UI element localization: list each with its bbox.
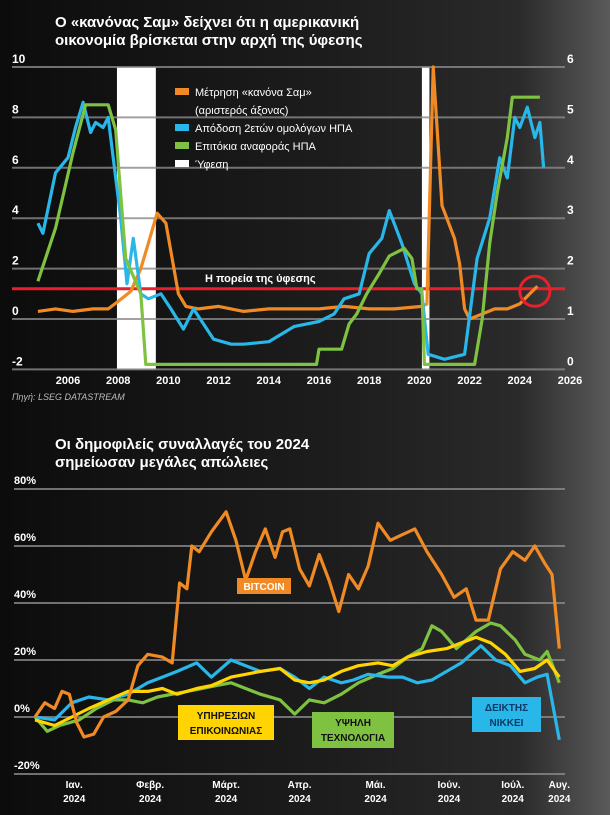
x-axis-tick-month: Φεβρ. (136, 780, 164, 791)
left-axis-tick-label: 6 (12, 153, 19, 167)
series-label-box-bitcoin (237, 578, 291, 594)
chart1-title-line1: Ο «κανόνας Σαμ» δείχνει ότι η αμερικανικ… (55, 14, 360, 31)
right-axis-tick-label: 2 (567, 254, 574, 268)
x-axis-tick-label: 2014 (257, 375, 282, 387)
x-axis-tick-year: 2024 (438, 794, 461, 805)
x-axis-tick-label: 2020 (407, 375, 431, 387)
series-label-communication-services: ΥΠΗΡΕΣΙΩΝ (197, 711, 255, 722)
legend-swatch (175, 124, 189, 131)
x-axis-tick-month: Αυγ. (549, 780, 571, 791)
x-axis-tick-month: Ιούλ. (501, 780, 524, 791)
y-axis-tick-label: 40% (14, 589, 36, 601)
x-axis-tick-month: Μάι. (366, 780, 386, 791)
x-axis-tick-year: 2024 (139, 794, 162, 805)
left-axis-tick-label: 4 (12, 203, 19, 217)
chart2-title-line1: Οι δημοφιλείς συναλλαγές του 2024 (55, 436, 310, 453)
chart2-title-line2: σημείωσαν μεγάλες απώλειες (55, 454, 269, 471)
legend-swatch (175, 142, 189, 149)
y-axis-tick-label: -20% (14, 760, 40, 772)
left-axis-tick-label: 0 (12, 304, 19, 318)
x-axis-tick-label: 2012 (206, 375, 230, 387)
series-label-nikkei: ΝΙΚΚΕΙ (490, 718, 524, 729)
y-axis-tick-label: 0% (14, 703, 30, 715)
series-label-nikkei: ΔΕΙΚΤΗΣ (485, 703, 528, 714)
legend-swatch (175, 160, 189, 167)
right-axis-tick-label: 6 (567, 52, 574, 66)
chart1-title-line2: οικονομία βρίσκεται στην αρχή της ύφεσης (55, 32, 363, 49)
x-axis-tick-label: 2010 (156, 375, 180, 387)
x-axis-tick-label: 2006 (56, 375, 80, 387)
series-label-high-tech: ΥΨΗΛΗ (335, 718, 371, 729)
y-axis-tick-label: 20% (14, 646, 36, 658)
chart1-source: Πηγή: LSEG DATASTREAM (12, 392, 125, 402)
series-label-box-nikkei (472, 697, 541, 732)
x-axis-tick-label: 2018 (357, 375, 381, 387)
legend-label: Μέτρηση «κανόνα Σαμ» (195, 87, 312, 99)
legend-label: Απόδοση 2ετών ομολόγων ΗΠΑ (195, 123, 353, 135)
x-axis-tick-year: 2024 (288, 794, 311, 805)
x-axis-tick-label: 2022 (457, 375, 481, 387)
left-axis-tick-label: 8 (12, 102, 19, 116)
y-axis-tick-label: 80% (14, 475, 36, 487)
series-label-bitcoin: BITCOIN (243, 582, 284, 593)
x-axis-tick-year: 2024 (215, 794, 238, 805)
y-axis-tick-label: 60% (14, 532, 36, 544)
left-axis-tick-label: 2 (12, 254, 19, 268)
series-line-fedrate (36, 95, 540, 366)
x-axis-tick-year: 2024 (548, 794, 571, 805)
right-axis-tick-label: 4 (567, 153, 574, 167)
legend-swatch (175, 88, 189, 95)
legend-label: Ύφεση (195, 159, 228, 171)
series-label-box-high-tech (312, 712, 394, 748)
series-line-yield2y (36, 100, 546, 361)
x-axis-tick-label: 2008 (106, 375, 130, 387)
x-axis-tick-month: Μάρτ. (212, 780, 240, 791)
right-axis-tick-label: 1 (567, 304, 574, 318)
threshold-label: Η πορεία της ύφεσης (205, 273, 316, 285)
x-axis-tick-year: 2024 (63, 794, 86, 805)
x-axis-tick-year: 2024 (364, 794, 387, 805)
x-axis-tick-label: 2026 (558, 375, 582, 387)
left-axis-tick-label: 10 (12, 52, 26, 66)
series-label-communication-services: ΕΠΙΚΟΙΝΩΝΙΑΣ (190, 726, 262, 737)
series-line-communication-services (34, 635, 561, 728)
right-axis-tick-label: 3 (567, 203, 574, 217)
series-line-sahm (37, 65, 539, 321)
legend-label: (αριστερός άξονας) (195, 105, 288, 117)
chart1-title: Ο «κανόνας Σαμ» δείχνει ότι η αμερικανικ… (55, 14, 363, 50)
series-label-high-tech: ΤΕΧΝΟΛΟΓΙΑ (321, 733, 385, 744)
chart2-title: Οι δημοφιλείς συναλλαγές του 2024 σημείω… (55, 436, 309, 472)
x-axis-tick-year: 2024 (502, 794, 525, 805)
x-axis-tick-month: Απρ. (288, 780, 312, 791)
legend-label: Επιτόκια αναφοράς ΗΠΑ (195, 141, 317, 153)
x-axis-tick-label: 2016 (307, 375, 331, 387)
series-line-bitcoin (33, 510, 561, 739)
left-axis-tick-label: -2 (12, 354, 23, 368)
highlight-circle (518, 274, 552, 308)
x-axis-tick-label: 2024 (508, 375, 533, 387)
right-axis-tick-label: 5 (567, 102, 574, 116)
x-axis-tick-month: Ιούν. (438, 780, 461, 791)
x-axis-tick-month: Ιαν. (66, 780, 83, 791)
series-label-box-communication-services (178, 705, 274, 740)
right-axis-tick-label: 0 (567, 354, 574, 368)
